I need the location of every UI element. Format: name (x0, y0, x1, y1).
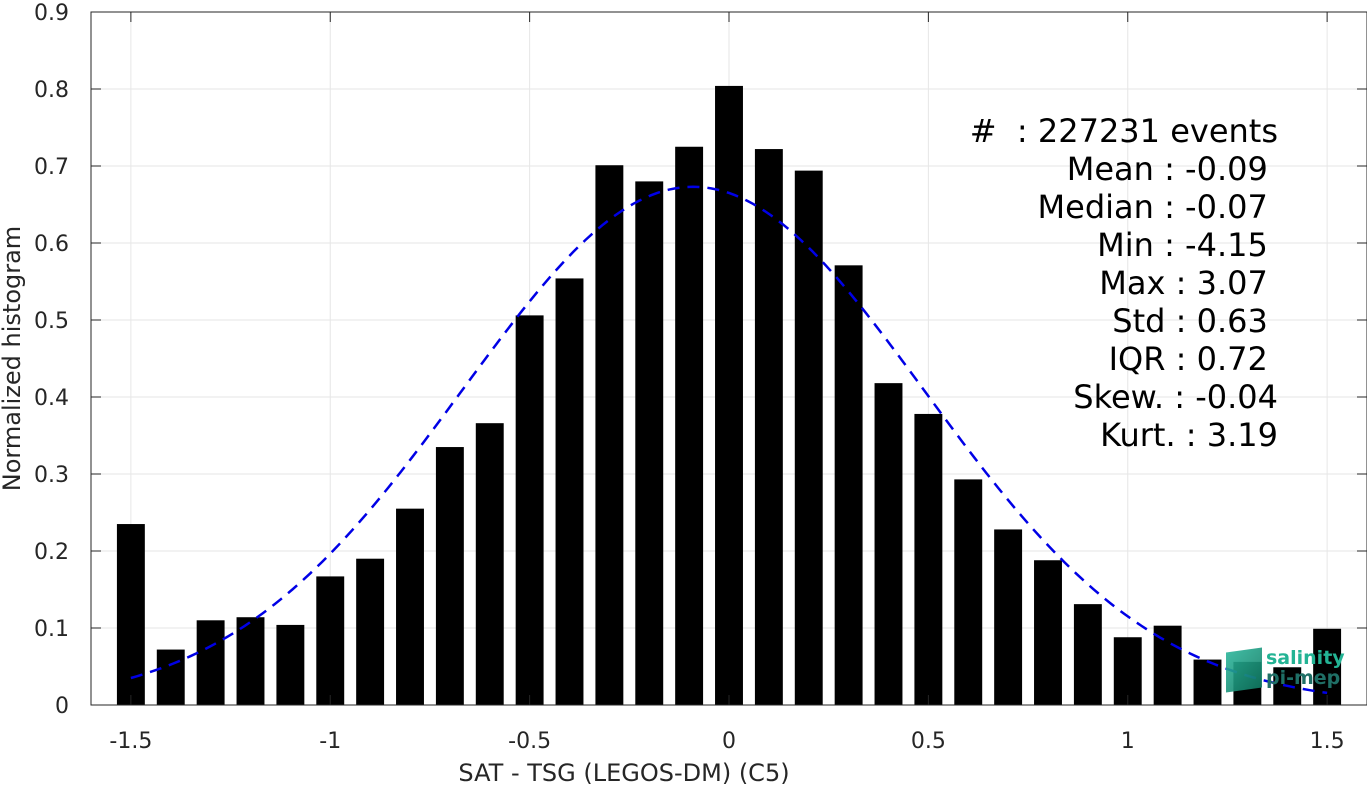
stat-min: Min : -4.15 (1097, 226, 1278, 264)
histogram-bar (994, 529, 1023, 705)
histogram-bar (635, 181, 664, 705)
stat-skew: Skew. : -0.04 (1073, 378, 1278, 416)
histogram-bar (356, 558, 385, 705)
histogram-bar (834, 265, 863, 705)
histogram-bar (316, 576, 345, 705)
stat-mean: Mean : -0.09 (1066, 150, 1278, 188)
histogram-bar (675, 146, 704, 705)
y-tick-labels: 0 0.1 0.2 0.3 0.4 0.5 0.6 0.7 0.8 0.9 (34, 1, 69, 719)
histogram-bar (1193, 659, 1222, 705)
plot-axes (90, 11, 1367, 706)
x-tick-label: 1 (1121, 729, 1135, 754)
histogram-bar (794, 170, 823, 705)
histogram-bar (475, 423, 504, 705)
y-tick-label: 0.3 (34, 463, 69, 488)
x-axis-label: SAT - TSG (LEGOS-DM) (C5) (458, 759, 789, 785)
x-tick-label: -0.5 (508, 729, 551, 754)
histogram-bar (156, 649, 185, 705)
stat-std: Std : 0.63 (1112, 302, 1278, 340)
histogram-bar (1113, 637, 1142, 705)
x-tick-label: 0 (722, 729, 736, 754)
y-tick-label: 0.6 (34, 232, 69, 257)
y-tick-label: 0.8 (34, 78, 69, 103)
stat-median: Median : -0.07 (1037, 188, 1278, 226)
histogram-bar (754, 149, 783, 705)
y-tick-label: 0 (55, 694, 69, 719)
y-tick-label: 0.4 (34, 386, 69, 411)
y-tick-label: 0.2 (34, 540, 69, 565)
logo-mark-icon (1226, 647, 1262, 693)
histogram-bar (1153, 625, 1182, 705)
x-tick-label: 0.5 (911, 729, 946, 754)
y-tick-label: 0.9 (34, 1, 69, 26)
stat-max: Max : 3.07 (1099, 264, 1278, 302)
y-tick-label: 0.7 (34, 155, 69, 180)
y-tick-label: 0.1 (34, 617, 69, 642)
histogram-bar (196, 620, 225, 705)
histogram-bar (595, 165, 624, 706)
salinity-pimep-logo: salinity pi-mep (1222, 646, 1352, 694)
histogram-bar (435, 447, 464, 705)
logo-text-line1: salinity (1266, 647, 1345, 669)
stat-kurt: Kurt. : 3.19 (1100, 416, 1278, 454)
x-tick-label: 1.5 (1310, 729, 1345, 754)
histogram-bar (954, 479, 983, 705)
x-tick-label: -1 (319, 729, 341, 754)
x-tick-labels: -1.5 -1 -0.5 0 0.5 1 1.5 (109, 729, 1344, 754)
normal-fit-curve (130, 185, 1328, 695)
stat-iqr: IQR : 0.72 (1108, 340, 1278, 378)
logo-text-line2: pi-mep (1266, 667, 1341, 689)
histogram-bar (914, 413, 943, 705)
x-tick-label: -1.5 (109, 729, 152, 754)
stat-events: # : 227231 events (969, 112, 1278, 150)
histogram-bar (874, 383, 903, 705)
statistics-panel: # : 227231 events Mean : -0.09 Median : … (900, 112, 1278, 454)
y-axis-label: Normalized histogram (0, 226, 26, 491)
histogram-bar (515, 315, 544, 705)
histogram-bar (1073, 604, 1102, 705)
histogram-bar (236, 617, 265, 705)
histogram-bar (1034, 560, 1062, 705)
histogram-bar (715, 85, 743, 706)
histogram-bar (276, 624, 305, 705)
histogram-bar (555, 278, 584, 705)
y-tick-label: 0.5 (34, 309, 69, 334)
histogram-bar (396, 508, 424, 705)
